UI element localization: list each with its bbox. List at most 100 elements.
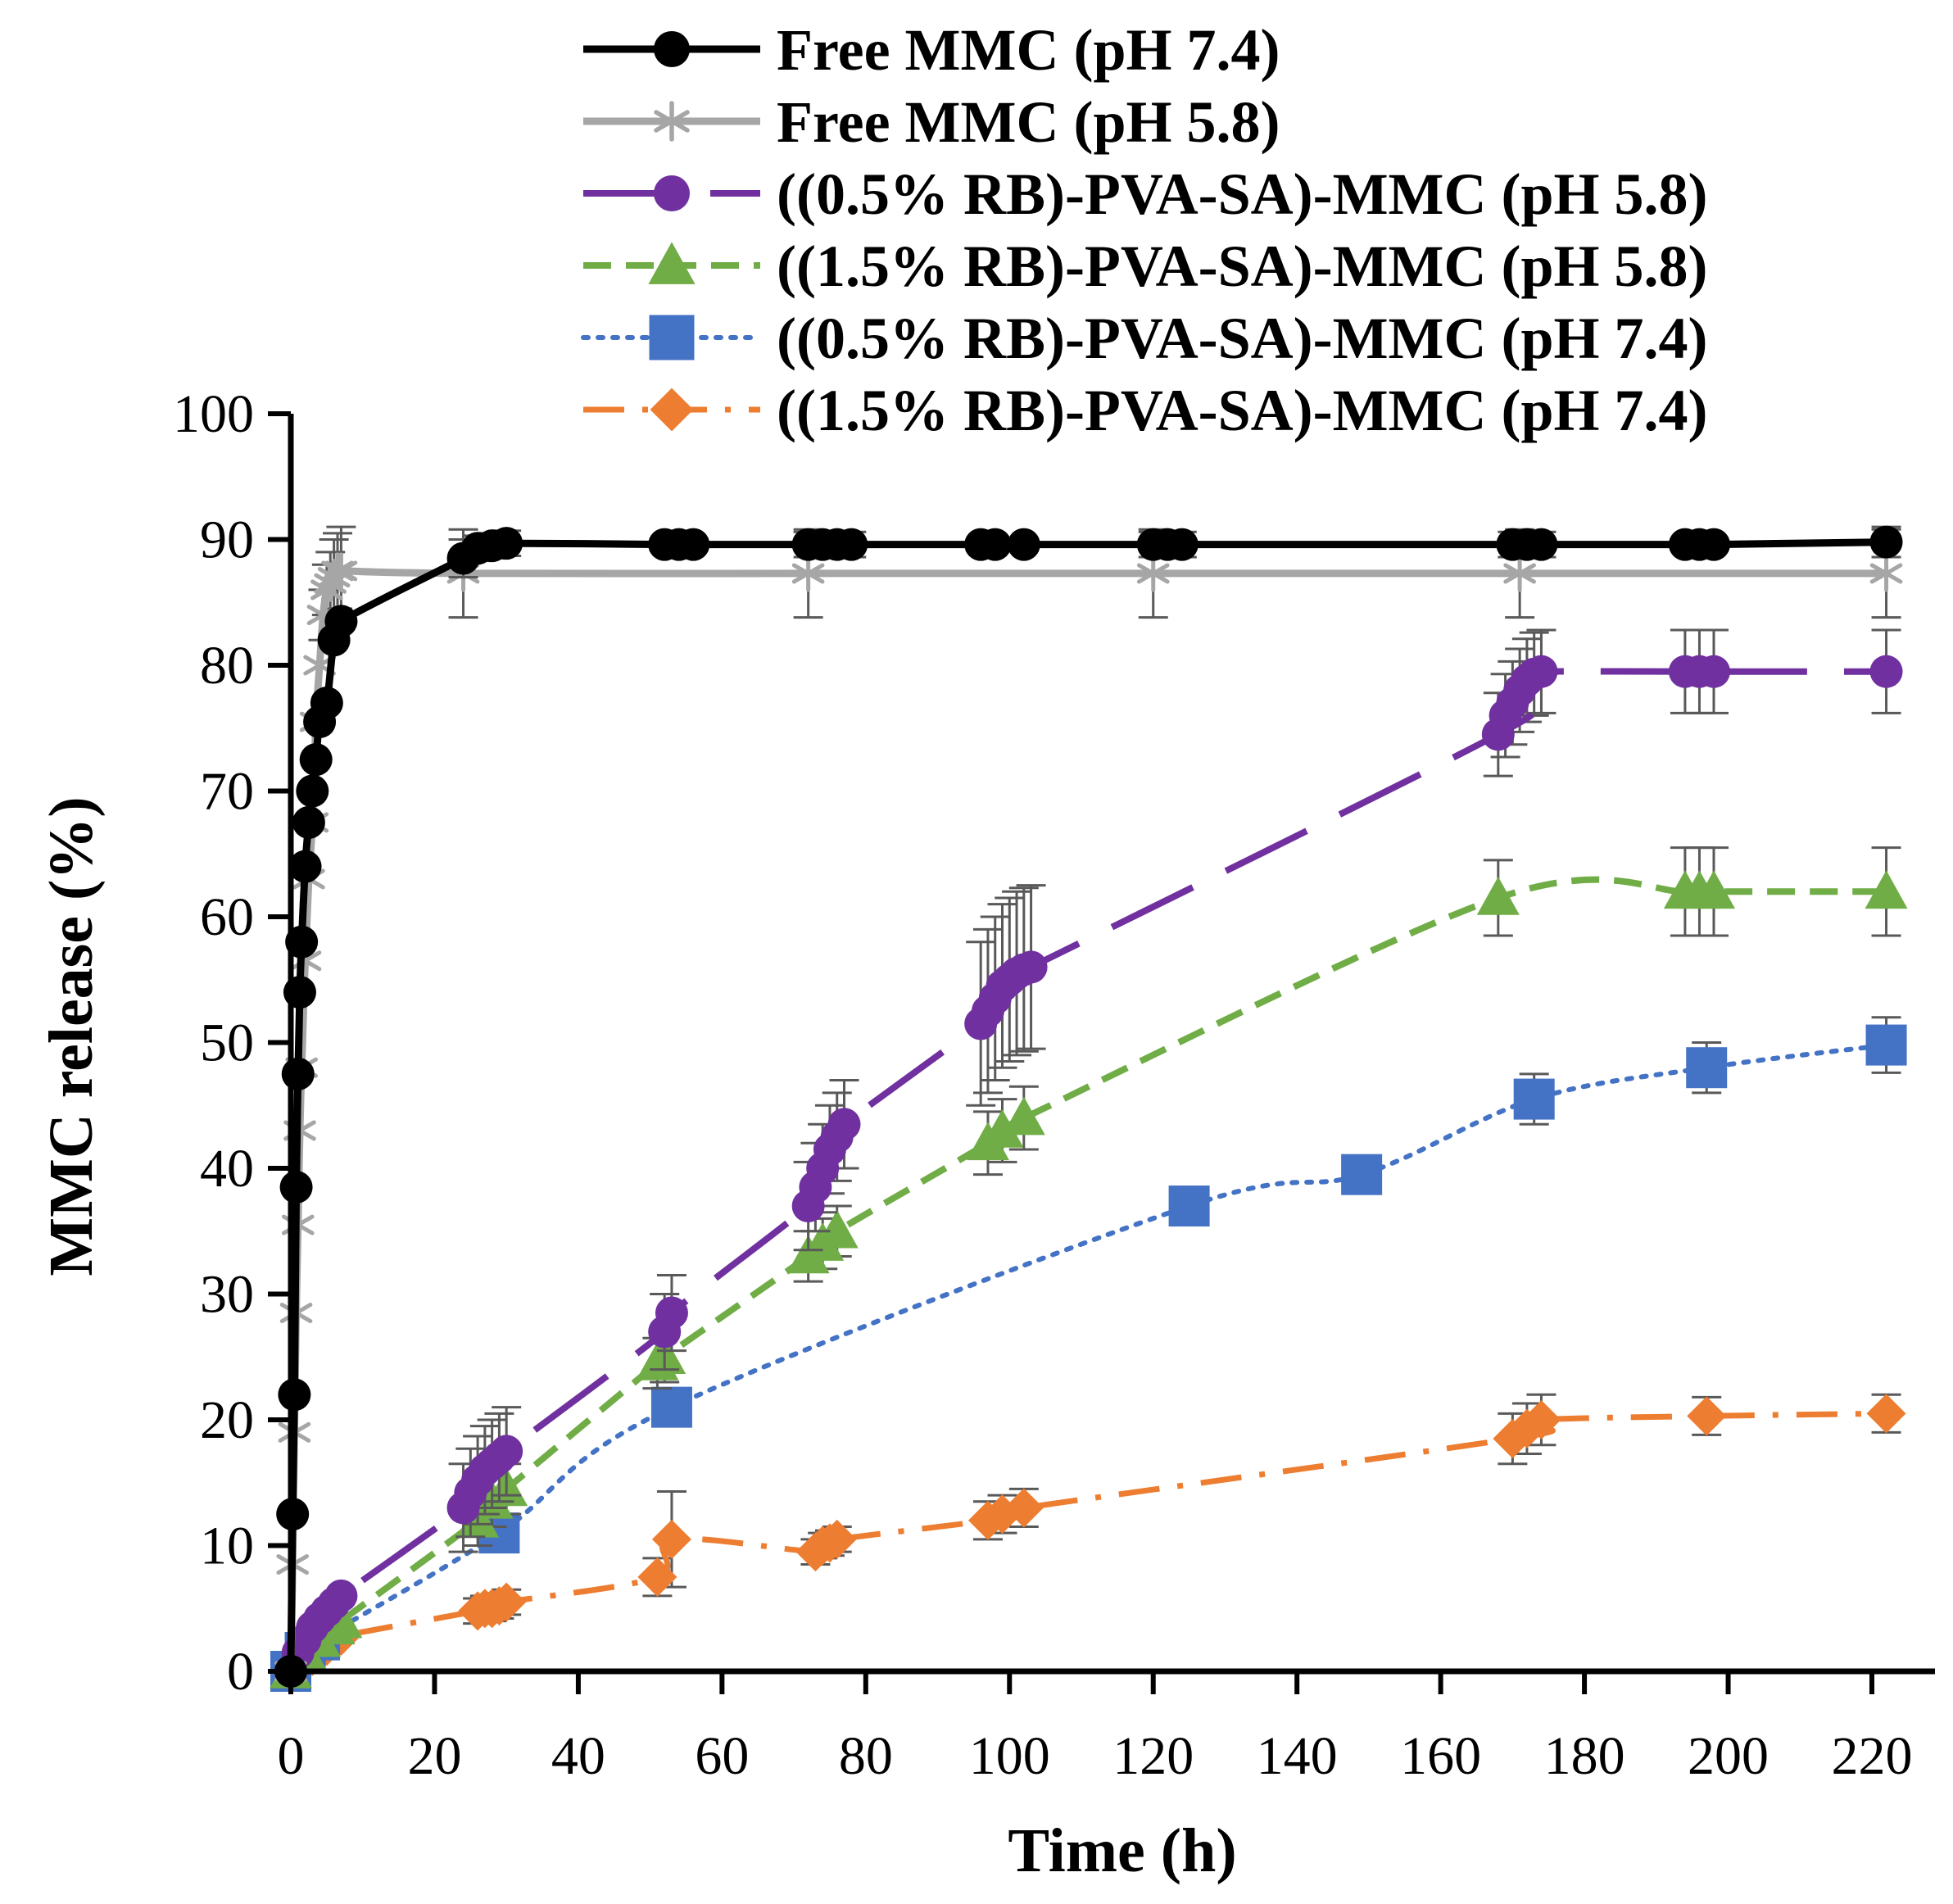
data-point [281,1057,315,1090]
x-tick-label: 180 [1544,1726,1625,1786]
data-point [1687,1396,1727,1436]
data-point [1513,1078,1555,1120]
x-tick-label: 0 [278,1726,305,1786]
legend-label: ((0.5% RB)-PVA-SA)-MMC (pH 5.8) [777,161,1708,227]
x-tick-label: 20 [407,1726,461,1786]
data-point [324,552,358,590]
y-tick-label: 100 [173,384,254,444]
data-point [1165,528,1199,561]
series-0 [274,525,1903,1688]
series-line [287,538,1887,1672]
legend-marker [654,31,690,67]
data-point [1503,555,1536,592]
data-point [677,528,710,561]
x-tick-label: 200 [1688,1726,1769,1786]
data-point [1686,1047,1728,1089]
data-point [1865,870,1908,909]
data-point [1476,876,1520,915]
legend-item: ((0.5% RB)-PVA-SA)-MMC (pH 5.8) [583,161,1708,227]
y-tick-label: 10 [200,1516,254,1576]
asterisk-stroke [324,560,358,582]
x-tick-label: 100 [969,1726,1050,1786]
data-point [1007,528,1040,561]
y-tick-label: 0 [227,1642,254,1702]
data-point [490,1435,523,1468]
asterisk-stroke [1136,563,1170,584]
x-axis-title: Time (h) [1008,1816,1236,1885]
data-point [1136,555,1170,592]
asterisk-stroke [1503,563,1536,584]
data-point [1866,1394,1906,1434]
x-tick-label: 40 [551,1726,605,1786]
data-point [1697,655,1730,688]
data-point [637,1557,677,1597]
data-point [650,1386,692,1428]
series-3 [270,846,1908,1689]
axes-layer: 0 10 20 30 40 50 60 70 80 90 100 0 20 40 60 80 100 120 140… [173,384,1935,1786]
y-tick-label: 60 [200,887,254,947]
data-point [296,774,329,808]
data-point [310,687,343,720]
data-point [487,1582,527,1622]
x-tick-label: 160 [1400,1726,1481,1786]
legend-item: Free MMC (pH 7.4) [583,17,1280,83]
series-layer [270,525,1908,1692]
data-point [978,528,1012,561]
x-tick-label: 80 [839,1726,893,1786]
data-point [815,1209,859,1249]
data-point [1869,555,1903,592]
legend-marker [654,101,690,142]
asterisk-stroke [1869,563,1903,584]
y-tick-label: 50 [200,1013,254,1073]
legend-item: ((0.5% RB)-PVA-SA)-MMC (pH 7.4) [581,306,1708,371]
y-tick-label: 40 [200,1139,254,1199]
asterisk-stroke [314,573,347,594]
y-tick-label: 90 [200,510,254,570]
data-point [324,1579,358,1612]
data-point [1525,528,1558,561]
series-2 [274,628,1903,1688]
legend-marker [654,175,690,211]
data-point [292,805,325,839]
data-point [817,1519,857,1559]
asterisk-stroke [791,563,825,584]
y-tick-label: 80 [200,636,254,696]
y-tick-label: 30 [200,1265,254,1325]
data-point [981,1108,1024,1148]
data-point [1168,1185,1210,1227]
data-point [324,605,358,638]
data-point [1692,870,1735,909]
legend-label: ((1.5% RB)-PVA-SA)-MMC (pH 5.8) [777,233,1708,299]
y-tick-label: 70 [200,762,254,822]
legend-marker [650,388,694,432]
series-line [288,1410,1887,1674]
legend-label: Free MMC (pH 7.4) [777,17,1280,83]
series-line [288,668,1887,1673]
x-tick-label: 60 [695,1726,749,1786]
legend-item: Free MMC (pH 5.8) [583,89,1280,155]
legend: Free MMC (pH 7.4)Free MMC (pH 5.8)((0.5%… [581,17,1708,443]
data-point [278,1378,311,1412]
y-axis-title: MMC release (%) [37,796,106,1276]
legend-label: Free MMC (pH 5.8) [777,89,1280,155]
data-point [835,528,868,561]
data-point [490,527,523,560]
data-point [1865,1024,1907,1066]
x-tick-label: 140 [1257,1726,1338,1786]
x-tick-label: 120 [1112,1726,1194,1786]
series-line [288,1042,1889,1674]
data-point [1525,655,1558,688]
asterisk-stroke [654,110,690,133]
data-point [279,1171,313,1204]
data-point [651,1519,691,1559]
data-point [1004,1488,1044,1528]
x-tick-label: 220 [1832,1726,1913,1786]
legend-marker [648,242,696,284]
legend-marker [649,315,695,360]
y-tick-label: 20 [200,1390,254,1450]
data-point [288,850,322,883]
data-point [1002,1096,1045,1136]
data-point [655,1296,688,1330]
